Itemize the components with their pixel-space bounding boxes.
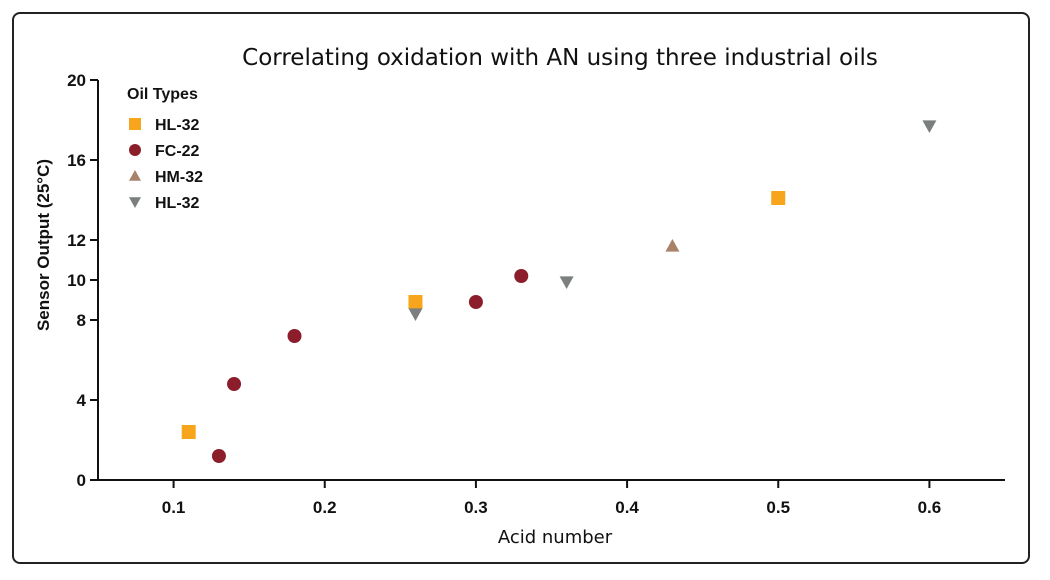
data-point-circle [211,449,226,463]
legend-marker-circle [129,144,141,156]
data-point-square [771,191,786,205]
legend-items: HL-32 FC-22 HM-32 HL-32 [129,117,203,212]
chart-title: Correlating oxidation with AN using thre… [242,45,878,71]
y-tick-label: 20 [67,71,86,90]
legend: Oil Types HL-32 FC-22 HM-32 HL-32 [127,86,203,212]
data-point-circle [514,269,529,283]
x-axis-label: Acid number [498,527,613,548]
data-point-square [181,425,196,439]
legend-label: HM-32 [155,169,203,186]
x-tick-label: 0.3 [464,498,488,517]
x-tick-label: 0.4 [615,498,639,517]
y-tick-label: 16 [67,151,86,170]
chart-frame [12,12,1030,564]
y-axis-label: Sensor Output (25°C) [34,159,53,331]
data-point-triangle-up [665,239,680,252]
legend-marker-triangle-down [129,197,141,208]
x-ticks: 0.1 0.2 0.3 0.4 0.5 0.6 [162,480,941,517]
y-tick-label: 4 [77,391,87,410]
x-tick-label: 0.6 [918,498,942,517]
data-point-square [408,295,423,309]
legend-label: FC-22 [155,143,200,160]
y-ticks: 0 4 8 10 12 16 20 [67,71,98,490]
data-point-circle [227,377,242,391]
data-point-circle [287,329,302,343]
axes [97,80,1005,481]
y-tick-label: 0 [77,471,86,490]
data-point-circle [468,295,483,309]
y-tick-label: 8 [77,311,86,330]
data-point-triangle-down [408,308,423,321]
legend-label: HL-32 [155,117,200,134]
data-points [181,120,937,463]
x-tick-label: 0.5 [766,498,790,517]
x-tick-label: 0.1 [162,498,186,517]
legend-marker-square [129,118,141,130]
legend-title: Oil Types [127,86,198,103]
x-tick-label: 0.2 [313,498,337,517]
y-tick-label: 10 [67,271,86,290]
data-point-triangle-down [922,120,937,133]
y-tick-label: 12 [67,231,86,250]
data-point-triangle-down [559,276,574,289]
legend-label: HL-32 [155,195,200,212]
legend-marker-triangle-up [129,170,141,181]
